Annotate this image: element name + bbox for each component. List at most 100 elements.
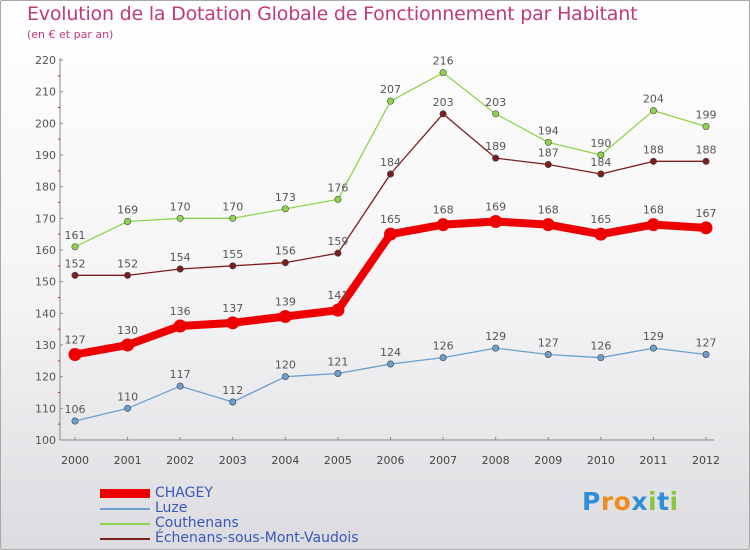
data-label: 121 (327, 356, 348, 369)
data-label: 120 (275, 359, 296, 372)
data-point (124, 271, 132, 279)
data-point (649, 344, 657, 352)
data-point (124, 404, 132, 412)
x-tick-label: 2004 (271, 454, 299, 467)
data-point (702, 157, 710, 165)
data-label: 156 (275, 245, 296, 258)
data-label: 152 (117, 257, 138, 270)
data-point (71, 417, 79, 425)
data-point (541, 218, 555, 232)
data-label: 170 (222, 200, 243, 213)
legend-swatch-luze (100, 508, 150, 510)
data-label: 187 (538, 147, 559, 160)
data-label: 110 (117, 390, 138, 403)
data-point (489, 215, 503, 228)
data-label: 154 (170, 251, 191, 264)
logo-letter: i (648, 487, 658, 516)
x-tick-label: 2012 (692, 454, 720, 467)
data-label: 141 (327, 289, 348, 302)
data-label: 126 (433, 340, 454, 353)
data-label: 155 (222, 248, 243, 261)
chart-title: Evolution de la Dotation Globale de Fonc… (27, 3, 638, 25)
legend-swatch-couthenans (100, 523, 150, 525)
data-point (229, 262, 237, 270)
data-point (71, 243, 79, 251)
y-tick-label: 210 (35, 86, 56, 99)
data-label: 176 (327, 181, 348, 194)
y-tick-label: 150 (35, 276, 56, 289)
data-point (492, 154, 500, 162)
x-tick-label: 2003 (219, 454, 247, 467)
data-point (173, 319, 187, 333)
data-point (436, 218, 450, 232)
data-label: 168 (538, 204, 559, 217)
data-point (226, 316, 240, 330)
data-point (594, 227, 608, 241)
data-label: 152 (65, 257, 86, 270)
y-tick-label: 160 (35, 244, 56, 257)
data-label: 165 (380, 213, 401, 226)
data-point (386, 170, 394, 178)
data-point (492, 344, 500, 352)
data-point (649, 157, 657, 165)
data-label: 165 (590, 213, 611, 226)
data-label: 184 (590, 156, 611, 169)
data-label: 204 (643, 93, 664, 106)
x-tick-label: 2010 (587, 454, 615, 467)
data-label: 129 (485, 330, 506, 343)
data-label: 167 (696, 207, 717, 220)
logo-letter: o (613, 487, 632, 516)
data-label: 194 (538, 124, 559, 137)
data-point (649, 107, 657, 115)
y-tick-label: 110 (35, 402, 56, 415)
data-point (229, 398, 237, 406)
y-tick-label: 180 (35, 181, 56, 194)
data-point (334, 195, 342, 203)
data-point (281, 205, 289, 213)
data-label: 203 (433, 96, 454, 109)
data-point (281, 373, 289, 381)
data-point (439, 110, 447, 118)
data-point (646, 218, 660, 232)
data-label: 188 (696, 143, 717, 156)
data-point (334, 249, 342, 257)
data-point (68, 348, 82, 361)
legend-label: Couthenans (155, 515, 239, 531)
data-point (176, 382, 184, 390)
data-label: 129 (643, 330, 664, 343)
x-tick-label: 2000 (61, 454, 89, 467)
legend-label: CHAGEY (155, 485, 213, 501)
y-tick-label: 120 (35, 371, 56, 384)
data-point (492, 110, 500, 118)
data-point (544, 350, 552, 358)
data-point (384, 227, 397, 241)
x-tick-label: 2008 (482, 454, 510, 467)
y-tick-label: 190 (35, 149, 56, 162)
data-point (386, 360, 394, 368)
data-label: 136 (170, 305, 191, 318)
x-tick-label: 2007 (429, 454, 457, 467)
data-point (544, 161, 552, 169)
legend-label: Échenans-sous-Mont-Vaudois (155, 530, 359, 546)
data-label: 190 (590, 137, 611, 150)
legend-label: Luze (155, 500, 188, 516)
y-tick-label: 140 (35, 307, 56, 320)
data-label: 161 (65, 229, 86, 242)
data-point (544, 138, 552, 146)
data-point (278, 310, 292, 323)
x-tick-label: 2005 (324, 454, 352, 467)
data-point (597, 151, 605, 159)
data-label: 124 (380, 346, 401, 359)
chart-subtitle: (en € et par an) (27, 28, 114, 41)
data-label: 127 (65, 334, 86, 347)
y-tick-label: 200 (35, 117, 56, 130)
data-point (121, 338, 135, 352)
y-tick-label: 220 (35, 54, 56, 67)
data-point (439, 354, 447, 362)
y-tick-label: 130 (35, 339, 56, 352)
data-label: 106 (65, 403, 86, 416)
data-label: 127 (696, 337, 717, 350)
logo-letter: t (657, 487, 670, 516)
data-point (176, 265, 184, 273)
